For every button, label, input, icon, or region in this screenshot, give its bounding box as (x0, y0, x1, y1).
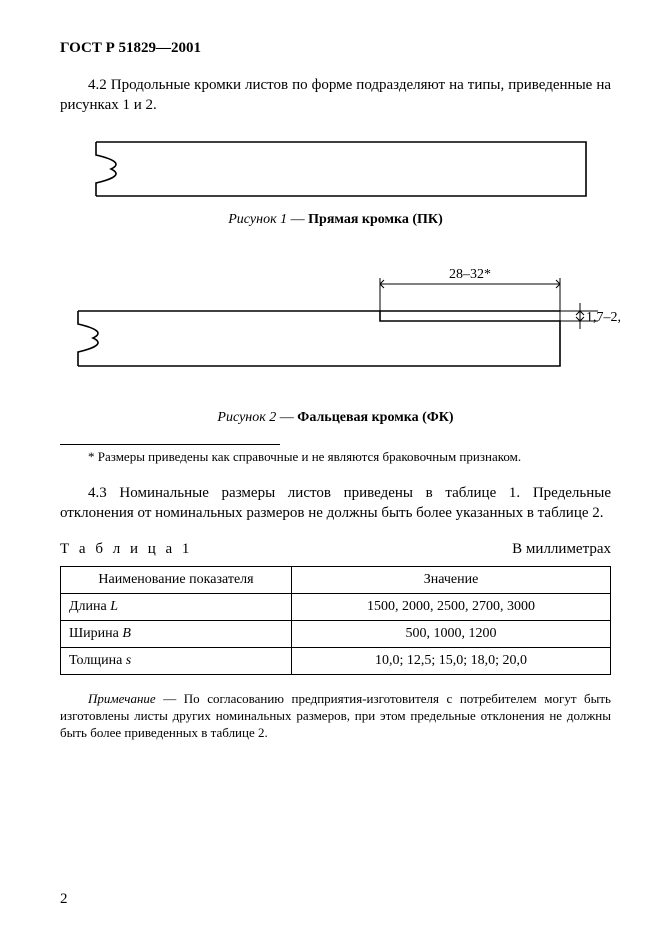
table-cell: 500, 1000, 1200 (292, 621, 611, 648)
figure-1-dash: — (287, 212, 308, 227)
table-1-head-name: Наименование показателя (61, 567, 292, 594)
table-1-header-row: Т а б л и ц а 1 В миллиметрах (60, 541, 611, 558)
paragraph-4-2: 4.2 Продольные кромки листов по форме по… (60, 75, 611, 116)
paragraph-4-3: 4.3 Номинальные размеры листов приведены… (60, 483, 611, 524)
figure-1-svg (76, 134, 596, 204)
page: ГОСТ Р 51829—2001 4.2 Продольные кромки … (0, 0, 661, 936)
table-1-note: Примечание — По согласованию предприятия… (60, 691, 611, 742)
footnote: * Размеры приведены как справочные и не … (60, 449, 611, 465)
figure-1-title: Прямая кромка (ПК) (308, 212, 443, 227)
footnote-rule (60, 444, 280, 445)
figure-2: 28–32*1,7–2,3* (60, 246, 611, 396)
figure-2-svg: 28–32* 1,7–2,3* (60, 246, 620, 396)
table-1: Наименование показателя Значение Длина L… (60, 566, 611, 675)
figure-1-caption: Рисунок 1 — Прямая кромка (ПК) (60, 212, 611, 228)
table-row: Толщина s10,0; 12,5; 15,0; 18,0; 20,0 (61, 648, 611, 675)
page-number: 2 (60, 891, 68, 908)
figure-2-caption: Рисунок 2 — Фальцевая кромка (ФК) (60, 410, 611, 426)
figure-2-title: Фальцевая кромка (ФК) (297, 410, 453, 425)
table-1-units: В миллиметрах (512, 541, 611, 558)
figure-2-dash: — (276, 410, 297, 425)
table-cell: 1500, 2000, 2500, 2700, 3000 (292, 594, 611, 621)
table-cell: Ширина B (61, 621, 292, 648)
figure-1 (60, 134, 611, 204)
table-cell: Толщина s (61, 648, 292, 675)
table-row: Длина L1500, 2000, 2500, 2700, 3000 (61, 594, 611, 621)
document-code: ГОСТ Р 51829—2001 (60, 40, 611, 57)
table-1-head-value: Значение (292, 567, 611, 594)
figure-1-label: Рисунок 1 (228, 212, 287, 227)
svg-text:1,7–2,3*: 1,7–2,3* (586, 310, 620, 325)
figure-2-label: Рисунок 2 (217, 410, 276, 425)
table-row: Наименование показателя Значение (61, 567, 611, 594)
table-1-label: Т а б л и ц а 1 (60, 541, 192, 558)
table-cell: Длина L (61, 594, 292, 621)
svg-text:28–32*: 28–32* (449, 267, 491, 282)
table-row: Ширина B500, 1000, 1200 (61, 621, 611, 648)
table-cell: 10,0; 12,5; 15,0; 18,0; 20,0 (292, 648, 611, 675)
note-label: Примечание (88, 691, 156, 706)
